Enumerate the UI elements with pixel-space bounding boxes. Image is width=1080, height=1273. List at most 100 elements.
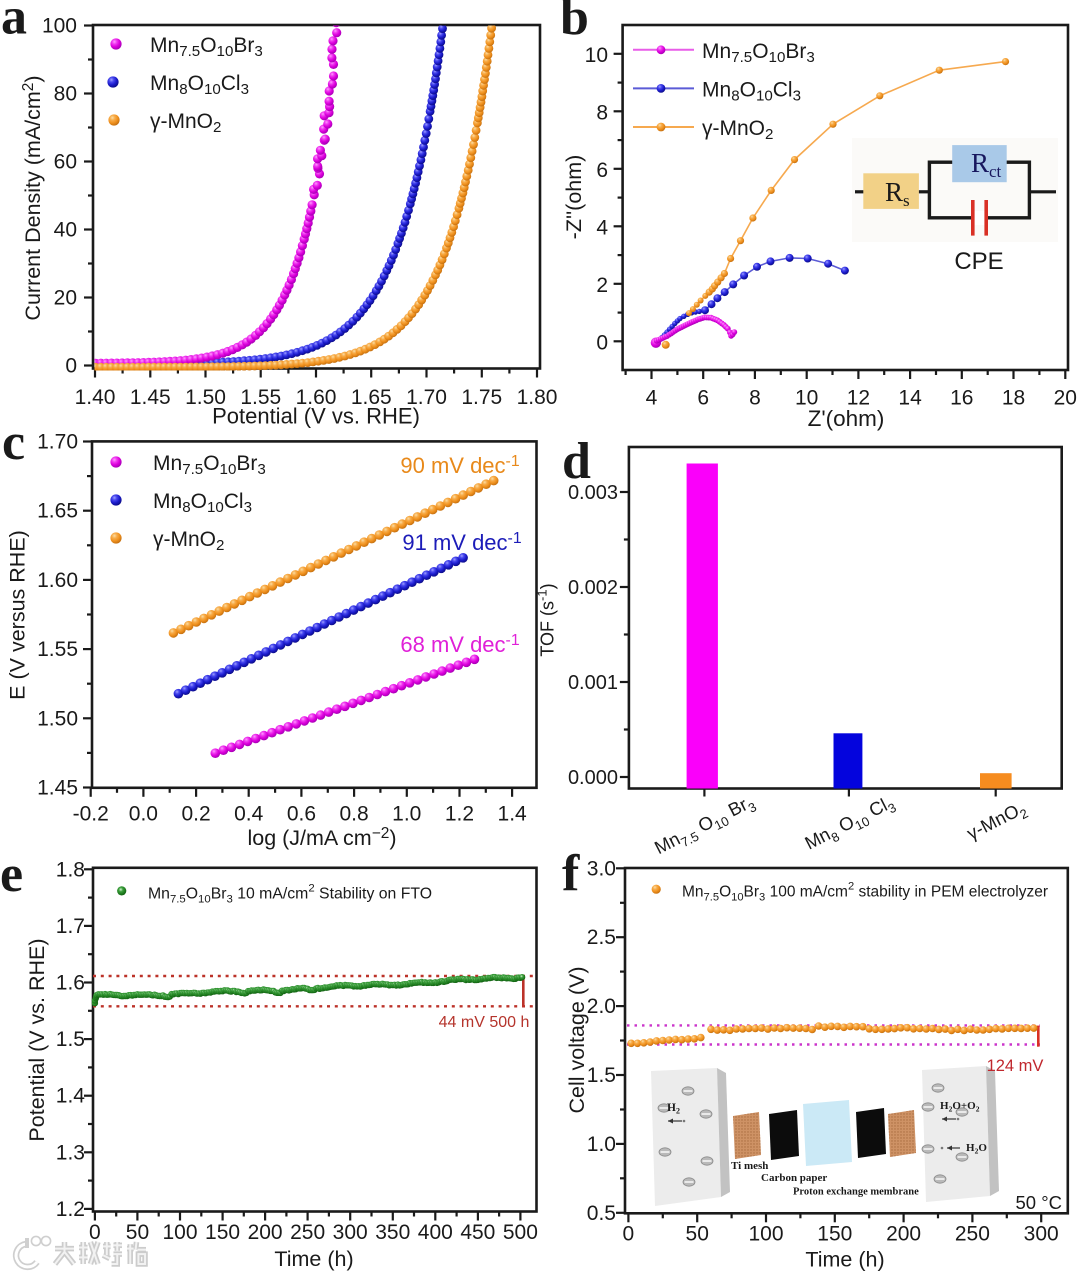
svg-text:124 mV: 124 mV xyxy=(987,1057,1044,1075)
svg-text:14: 14 xyxy=(898,387,922,410)
svg-text:c: c xyxy=(2,414,25,471)
svg-text:1.7: 1.7 xyxy=(56,915,85,938)
svg-text:1.60: 1.60 xyxy=(37,569,78,592)
svg-text:Carbon paper: Carbon paper xyxy=(761,1172,827,1184)
svg-text:0.5: 0.5 xyxy=(587,1202,616,1225)
svg-text:10: 10 xyxy=(795,387,818,410)
svg-text:1.45: 1.45 xyxy=(130,386,171,409)
svg-text:20: 20 xyxy=(54,287,77,310)
svg-text:Time (h): Time (h) xyxy=(274,1247,353,1271)
svg-text:γ-MnO2​: γ-MnO2​ xyxy=(150,110,221,136)
svg-text:1.8: 1.8 xyxy=(56,858,85,881)
svg-text:150: 150 xyxy=(205,1221,240,1244)
svg-text:-Z''(ohm): -Z''(ohm) xyxy=(562,155,586,240)
svg-text:0: 0 xyxy=(89,1221,101,1244)
svg-text:1.45: 1.45 xyxy=(37,777,78,800)
svg-text:1.75: 1.75 xyxy=(461,386,502,409)
svg-text:1.2: 1.2 xyxy=(445,803,474,826)
svg-text:300: 300 xyxy=(333,1221,368,1244)
svg-text:1.80: 1.80 xyxy=(517,386,558,409)
svg-text:Mn7.5​O10​Br3​ 100 mA/cm2​ sta: Mn7.5​O10​Br3​ 100 mA/cm2​ stability in … xyxy=(682,881,1048,904)
svg-text:Potential (V vs. RHE): Potential (V vs. RHE) xyxy=(25,938,49,1141)
svg-text:2.5: 2.5 xyxy=(587,926,616,949)
svg-text:40: 40 xyxy=(54,219,77,242)
svg-text:Mn8​O10​Cl3​: Mn8​O10​Cl3​ xyxy=(150,72,249,98)
svg-text:1.0: 1.0 xyxy=(587,1133,616,1156)
svg-text:0: 0 xyxy=(596,331,608,354)
svg-text:Proton exchange membrane: Proton exchange membrane xyxy=(793,1187,919,1198)
svg-text:-0.2: -0.2 xyxy=(73,803,109,826)
svg-text:18: 18 xyxy=(1002,387,1025,410)
svg-text:e: e xyxy=(0,846,23,903)
svg-text:450: 450 xyxy=(460,1221,495,1244)
svg-text:log (J/mA cm−2​): log (J/mA cm−2​) xyxy=(247,825,396,850)
svg-text:80: 80 xyxy=(54,83,77,106)
svg-text:Mn7.5​O10​Br3​ 10 mA/cm2​ Stab: Mn7.5​O10​Br3​ 10 mA/cm2​ Stability on F… xyxy=(148,883,432,906)
svg-text:16: 16 xyxy=(950,387,973,410)
svg-text:1.4: 1.4 xyxy=(56,1085,86,1108)
svg-text:500: 500 xyxy=(503,1221,538,1244)
svg-text:8: 8 xyxy=(749,387,761,410)
svg-text:Mn8​ O10​ Cl3​: Mn8​ O10​ Cl3​ xyxy=(801,791,898,857)
svg-text:0.6: 0.6 xyxy=(287,803,316,826)
svg-text:Potential (V vs. RHE): Potential (V vs. RHE) xyxy=(212,404,420,429)
svg-text:0.002: 0.002 xyxy=(568,577,618,599)
svg-text:350: 350 xyxy=(375,1221,410,1244)
svg-text:44 mV 500 h: 44 mV 500 h xyxy=(439,1014,530,1031)
svg-text:50 °C: 50 °C xyxy=(1016,1192,1062,1213)
svg-text:Mn7.5​ O10​ Br3​: Mn7.5​ O10​ Br3​ xyxy=(651,790,759,862)
svg-text:f: f xyxy=(562,845,580,902)
svg-text:200: 200 xyxy=(248,1221,283,1244)
svg-text:Rct: Rct xyxy=(971,148,1002,181)
svg-text:TOF (s-1​): TOF (s-1​) xyxy=(535,583,558,656)
svg-text:Z'(ohm): Z'(ohm) xyxy=(808,406,885,431)
svg-text:b: b xyxy=(560,0,589,46)
svg-text:250: 250 xyxy=(290,1221,325,1244)
svg-text:Current Density (mA/cm2​): Current Density (mA/cm2​) xyxy=(20,75,45,320)
svg-text:1.50: 1.50 xyxy=(185,386,226,409)
svg-text:1.5: 1.5 xyxy=(56,1028,85,1051)
svg-text:1.65: 1.65 xyxy=(351,386,392,409)
svg-text:0.2: 0.2 xyxy=(181,803,210,826)
svg-text:1.5: 1.5 xyxy=(587,1064,616,1087)
svg-text:1.65: 1.65 xyxy=(37,500,78,523)
svg-text:d: d xyxy=(562,433,591,490)
svg-text:Ti mesh: Ti mesh xyxy=(731,1160,768,1172)
svg-text:1.6: 1.6 xyxy=(56,972,85,995)
svg-text:1.0: 1.0 xyxy=(392,803,421,826)
svg-text:0: 0 xyxy=(65,355,77,378)
svg-text:10: 10 xyxy=(585,44,608,67)
svg-text:Mn7.5​O10​Br3​: Mn7.5​O10​Br3​ xyxy=(150,34,263,60)
svg-text:8: 8 xyxy=(596,101,608,124)
svg-text:Mn7.5​O10​Br3​: Mn7.5​O10​Br3​ xyxy=(153,452,266,478)
svg-text:2.0: 2.0 xyxy=(587,995,616,1018)
svg-text:4: 4 xyxy=(596,216,608,239)
svg-text:1.55: 1.55 xyxy=(37,638,78,661)
svg-text:Cell voltage (V): Cell voltage (V) xyxy=(565,967,589,1114)
svg-text:H2O: H2O xyxy=(966,1142,987,1156)
svg-text:0.003: 0.003 xyxy=(568,482,618,504)
svg-text:1.55: 1.55 xyxy=(240,386,281,409)
svg-text:Time (h): Time (h) xyxy=(805,1248,884,1272)
svg-text:0.4: 0.4 xyxy=(234,803,264,826)
svg-text:12: 12 xyxy=(847,387,870,410)
svg-text:250: 250 xyxy=(955,1223,990,1246)
svg-text:6: 6 xyxy=(596,159,608,182)
svg-text:1.4: 1.4 xyxy=(498,803,528,826)
svg-text:1.50: 1.50 xyxy=(37,707,78,730)
svg-text:4: 4 xyxy=(646,387,658,410)
svg-text:CPE: CPE xyxy=(954,248,1003,275)
svg-text:20: 20 xyxy=(1054,387,1077,410)
svg-text:100: 100 xyxy=(748,1223,783,1246)
svg-text:1.2: 1.2 xyxy=(56,1198,85,1221)
svg-text:0.0: 0.0 xyxy=(129,803,158,826)
svg-text:1.40: 1.40 xyxy=(75,386,116,409)
svg-text:91 mV dec-1​: 91 mV dec-1​ xyxy=(402,530,521,555)
svg-text:Mn8​O10​Cl3​: Mn8​O10​Cl3​ xyxy=(702,78,801,104)
svg-text:γ-MnO2​: γ-MnO2​ xyxy=(963,797,1030,848)
svg-text:0.000: 0.000 xyxy=(568,767,618,789)
svg-text:3.0: 3.0 xyxy=(587,857,616,880)
svg-text:1.3: 1.3 xyxy=(56,1141,85,1164)
svg-text:150: 150 xyxy=(817,1223,852,1246)
svg-text:γ-MnO2​: γ-MnO2​ xyxy=(153,528,224,554)
